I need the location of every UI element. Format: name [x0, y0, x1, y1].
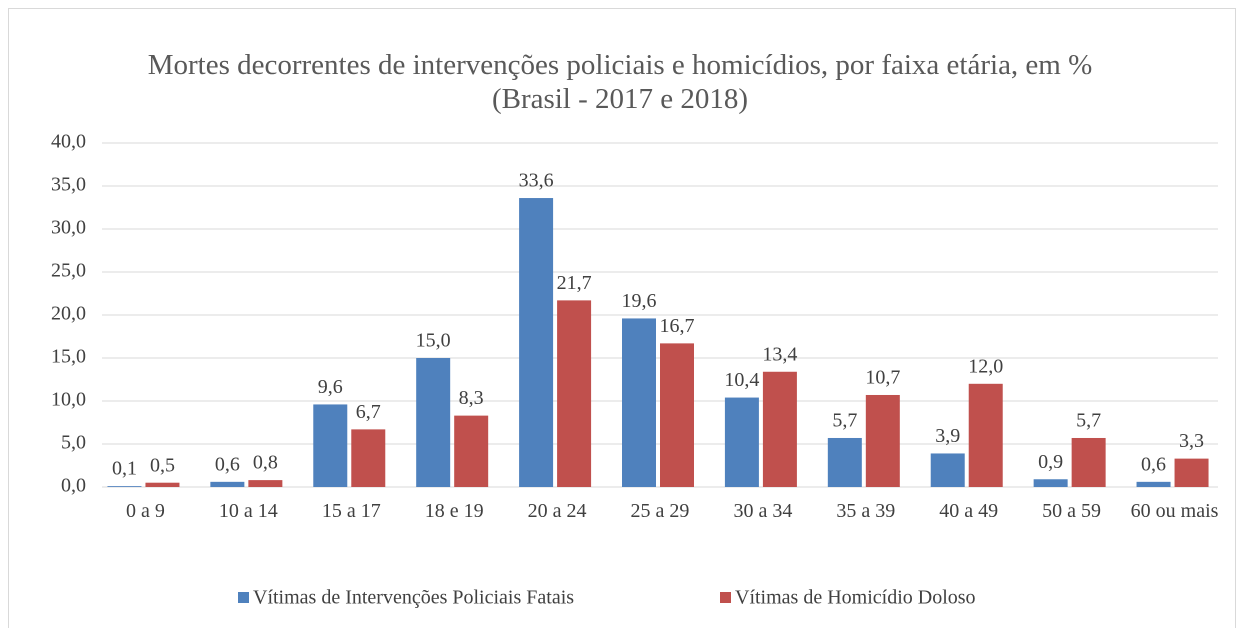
value-label: 10,4 [724, 369, 759, 391]
bar [416, 358, 451, 487]
bar [557, 300, 592, 487]
value-label: 5,7 [1076, 410, 1101, 432]
x-tick-label: 35 a 39 [836, 500, 896, 522]
bar [107, 486, 142, 487]
y-tick-label: 0,0 [61, 475, 86, 497]
legend-label: Vítimas de Homicídio Doloso [735, 587, 976, 609]
value-label: 0,8 [253, 452, 278, 474]
bar [313, 404, 348, 487]
value-label: 0,6 [215, 453, 240, 475]
bar [762, 371, 797, 487]
x-tick-label: 15 a 17 [321, 500, 381, 522]
bar [827, 437, 862, 487]
value-label: 12,0 [968, 355, 1003, 377]
x-tick-label: 30 a 34 [733, 500, 793, 522]
y-tick-label: 5,0 [61, 432, 86, 454]
value-label: 0,5 [150, 454, 175, 476]
value-label: 3,9 [935, 425, 960, 447]
bar [454, 415, 489, 487]
x-tick-label: 25 a 29 [630, 500, 690, 522]
value-label: 21,7 [557, 272, 592, 294]
value-label: 13,4 [762, 343, 797, 365]
bar [1033, 479, 1068, 487]
value-label: 6,7 [356, 401, 381, 423]
bar [210, 481, 245, 487]
value-label: 0,6 [1141, 453, 1166, 475]
bar [930, 453, 965, 487]
value-label: 19,6 [622, 290, 657, 312]
bar [724, 397, 759, 487]
value-label: 16,7 [660, 315, 695, 337]
bar [622, 318, 656, 487]
value-label: 9,6 [318, 376, 343, 398]
chart-title: Mortes decorrentes de intervenções polic… [147, 49, 1093, 115]
x-tick-label: 40 a 49 [939, 500, 999, 522]
bar [1174, 458, 1209, 487]
x-tick-label: 50 a 59 [1042, 500, 1102, 522]
bar [519, 198, 554, 488]
bar [660, 343, 694, 487]
y-tick-label: 25,0 [51, 260, 86, 282]
x-tick-label: 10 a 14 [218, 500, 278, 522]
x-tick-label: 60 ou mais [1130, 500, 1219, 522]
bar [1136, 481, 1171, 487]
value-label: 3,3 [1179, 430, 1204, 452]
legend-swatch [238, 592, 249, 603]
x-tick-label: 18 e 19 [424, 500, 484, 522]
y-tick-label: 30,0 [51, 217, 86, 239]
bar [351, 429, 386, 487]
value-label: 33,6 [519, 170, 554, 192]
value-label: 0,9 [1038, 451, 1063, 473]
value-label: 10,7 [865, 367, 900, 389]
legend-swatch [720, 592, 731, 603]
legend-label: Vítimas de Intervenções Policiais Fatais [253, 587, 574, 609]
y-tick-label: 20,0 [51, 303, 86, 325]
x-tick-label: 20 a 24 [527, 500, 587, 522]
bar [865, 394, 900, 487]
value-label: 5,7 [832, 410, 857, 432]
y-tick-label: 35,0 [51, 174, 86, 196]
y-tick-label: 15,0 [51, 346, 86, 368]
bar [968, 383, 1003, 487]
value-label: 8,3 [459, 387, 484, 409]
bar [145, 482, 180, 487]
x-tick-label: 0 a 9 [126, 500, 165, 522]
bar [1071, 437, 1106, 487]
value-label: 15,0 [416, 330, 451, 352]
value-label: 0,1 [112, 458, 137, 480]
y-tick-label: 10,0 [51, 389, 86, 411]
y-tick-label: 40,0 [51, 131, 86, 153]
bar [248, 480, 283, 487]
